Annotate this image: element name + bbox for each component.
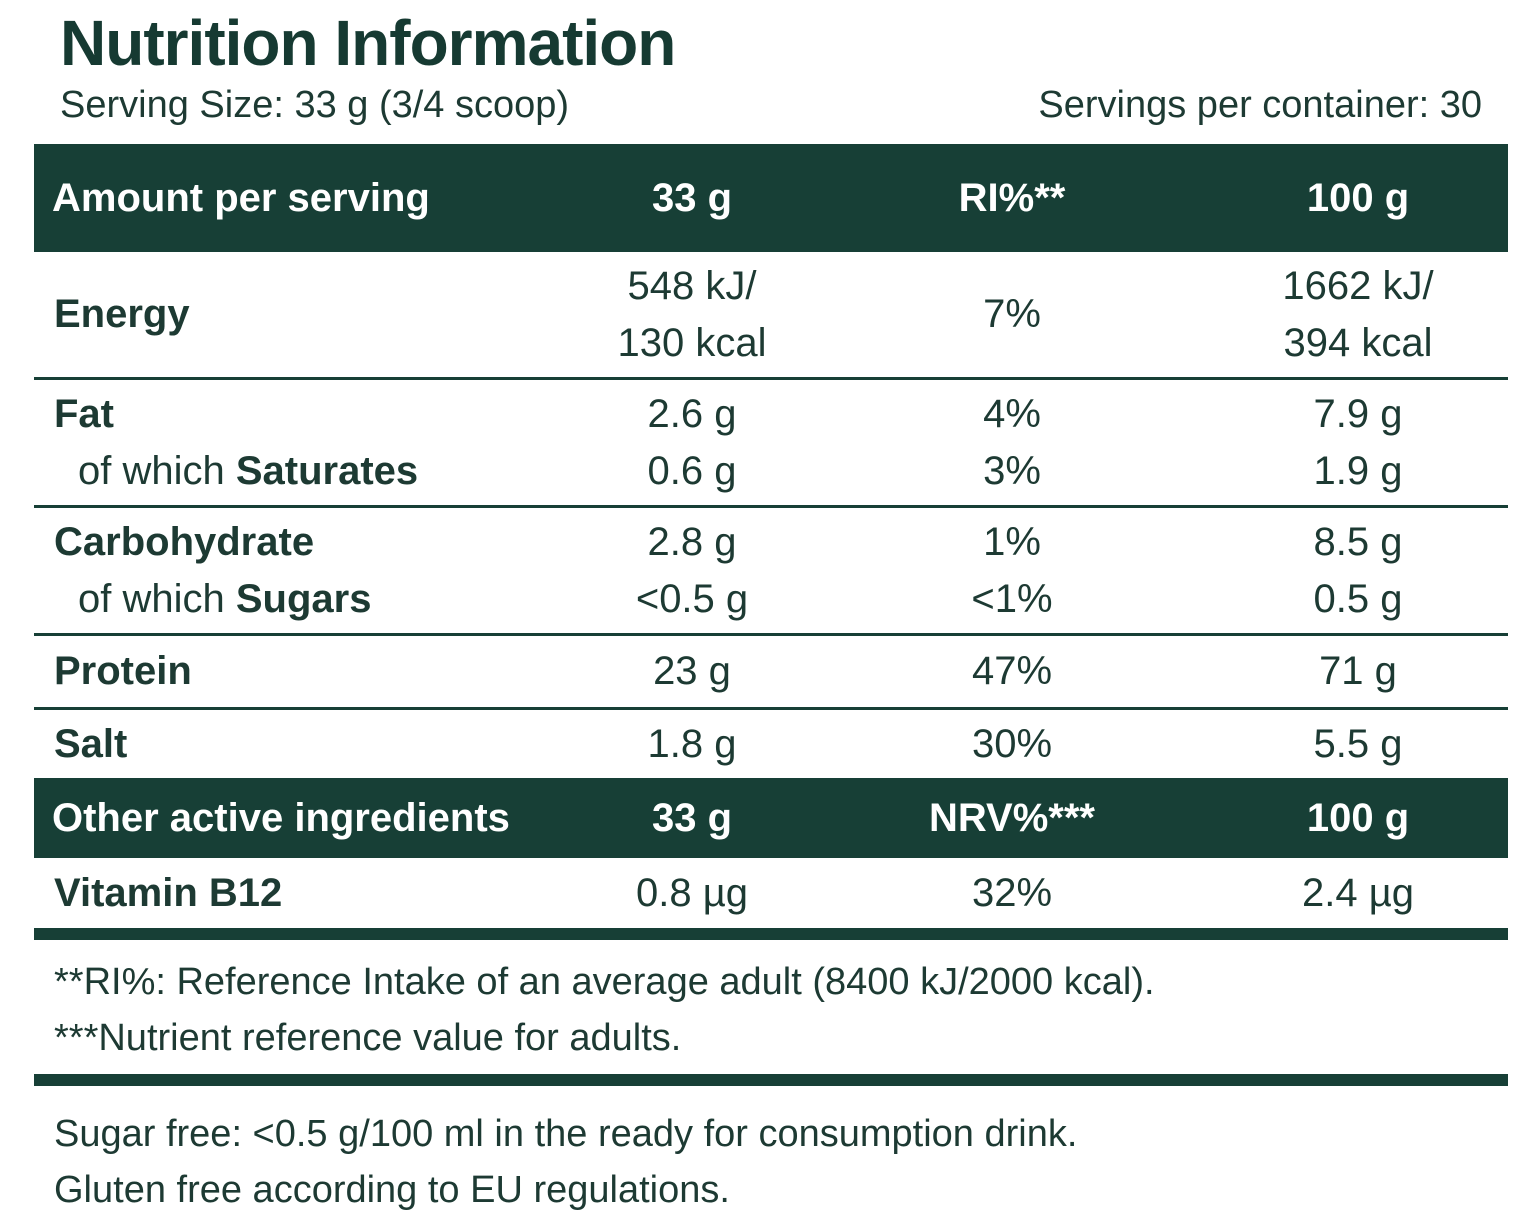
divider-bar xyxy=(34,928,1508,940)
row-label-saturates: of which Saturates xyxy=(54,443,564,500)
fat-ri: 4% xyxy=(983,391,1041,436)
table-row-vitamin-b12: Vitamin B12 0.8 µg 32% 2.4 µg xyxy=(34,858,1508,928)
cell-fat-serving: 2.6 g 0.6 g xyxy=(592,386,792,500)
footnotes: **RI%: Reference Intake of an average ad… xyxy=(34,940,1508,1074)
cell-protein-serving: 23 g xyxy=(653,649,731,693)
fat-100g: 7.9 g xyxy=(1313,391,1403,436)
carb-100g: 8.5 g xyxy=(1313,519,1403,564)
cell-salt-ri: 30% xyxy=(971,721,1053,766)
table-row-salt: Salt 1.8 g 30% 5.5 g xyxy=(34,710,1508,778)
nrv-footnote: ***Nutrient reference value for adults. xyxy=(54,1017,682,1059)
energy-serving-kj: 548 kJ/ xyxy=(627,263,757,308)
other-header-col-100g: 100 g xyxy=(1306,795,1410,840)
header-col-100g: 100 g xyxy=(1306,175,1410,220)
row-label-salt: Salt xyxy=(54,721,128,766)
cell-carb-100g: 8.5 g 0.5 g xyxy=(1208,514,1508,628)
other-header-col-nrv: NRV%*** xyxy=(929,795,1095,840)
cell-fat-100g: 7.9 g 1.9 g xyxy=(1208,386,1508,500)
sugar-free-note: Sugar free: <0.5 g/100 ml in the ready f… xyxy=(54,1113,1078,1155)
cell-protein-ri: 47% xyxy=(971,649,1053,693)
cell-fat-ri: 4% 3% xyxy=(862,386,1162,500)
cell-salt-serving: 1.8 g xyxy=(647,721,737,766)
table-row-carbohydrate: Carbohydrate of which Sugars 2.8 g <0.5 … xyxy=(34,508,1508,636)
other-header-label: Other active ingredients xyxy=(52,795,510,840)
row-label-energy: Energy xyxy=(54,292,190,336)
energy-serving-kcal: 130 kcal xyxy=(617,320,767,365)
cell-protein-100g: 71 g xyxy=(1319,649,1397,693)
footer-notes: Sugar free: <0.5 g/100 ml in the ready f… xyxy=(34,1086,1508,1218)
ri-footnote: **RI%: Reference Intake of an average ad… xyxy=(54,961,1155,1003)
cell-carb-serving: 2.8 g <0.5 g xyxy=(592,514,792,628)
row-label-carb-group: Carbohydrate of which Sugars xyxy=(34,514,564,628)
nutrition-table: Amount per serving 33 g RI%** 100 g Ener… xyxy=(34,144,1508,1218)
other-ingredients-header: Other active ingredients 33 g NRV%*** 10… xyxy=(34,778,1508,858)
row-label-carbohydrate: Carbohydrate xyxy=(54,519,315,564)
table-header: Amount per serving 33 g RI%** 100 g xyxy=(34,144,1508,252)
row-label-protein: Protein xyxy=(54,649,192,693)
row-label-fat-group: Fat of which Saturates xyxy=(34,386,564,500)
cell-energy-serving: 548 kJ/ 130 kcal xyxy=(592,258,792,372)
header-col-serving: 33 g xyxy=(651,175,733,220)
gluten-free-note: Gluten free according to EU regulations. xyxy=(54,1169,730,1211)
other-header-col-serving: 33 g xyxy=(651,795,733,840)
table-row-protein: Protein 23 g 47% 71 g xyxy=(34,636,1508,710)
saturates-100g: 1.9 g xyxy=(1313,448,1403,493)
sugars-100g: 0.5 g xyxy=(1313,576,1403,621)
saturates-label: Saturates xyxy=(235,448,419,493)
cell-carb-ri: 1% <1% xyxy=(862,514,1162,628)
cell-energy-100g: 1662 kJ/ 394 kcal xyxy=(1208,258,1508,372)
saturates-ri: 3% xyxy=(983,448,1041,493)
energy-100g-kcal: 394 kcal xyxy=(1283,320,1433,365)
sugars-prefix: of which xyxy=(78,576,236,621)
row-label-vitamin-b12: Vitamin B12 xyxy=(54,870,283,915)
header-col-ri: RI%** xyxy=(958,175,1066,220)
fat-serving: 2.6 g xyxy=(647,391,737,436)
cell-b12-serving: 0.8 µg xyxy=(635,870,748,915)
energy-100g-kj: 1662 kJ/ xyxy=(1282,263,1434,308)
row-label-fat: Fat xyxy=(54,391,114,436)
saturates-serving: 0.6 g xyxy=(647,448,737,493)
saturates-prefix: of which xyxy=(78,448,236,493)
servings-per-container: Servings per container: 30 xyxy=(1038,84,1482,126)
divider-bar-2 xyxy=(34,1074,1508,1086)
carb-ri: 1% xyxy=(983,519,1041,564)
cell-energy-ri: 7% xyxy=(983,292,1041,336)
header-label: Amount per serving xyxy=(52,175,430,220)
row-label-sugars: of which Sugars xyxy=(54,571,564,628)
sugars-label: Sugars xyxy=(235,576,372,621)
cell-b12-100g: 2.4 µg xyxy=(1301,870,1414,915)
carb-serving: 2.8 g xyxy=(647,519,737,564)
table-row-energy: Energy 548 kJ/ 130 kcal 7% 1662 kJ/ 394 … xyxy=(34,252,1508,380)
cell-b12-nrv: 32% xyxy=(971,870,1053,915)
sugars-ri: <1% xyxy=(971,576,1053,621)
sugars-serving: <0.5 g xyxy=(635,576,749,621)
cell-salt-100g: 5.5 g xyxy=(1313,721,1403,766)
serving-size: Serving Size: 33 g (3/4 scoop) xyxy=(60,84,570,126)
page-title: Nutrition Information xyxy=(60,7,676,79)
table-row-fat: Fat of which Saturates 2.6 g 0.6 g 4% 3%… xyxy=(34,380,1508,508)
